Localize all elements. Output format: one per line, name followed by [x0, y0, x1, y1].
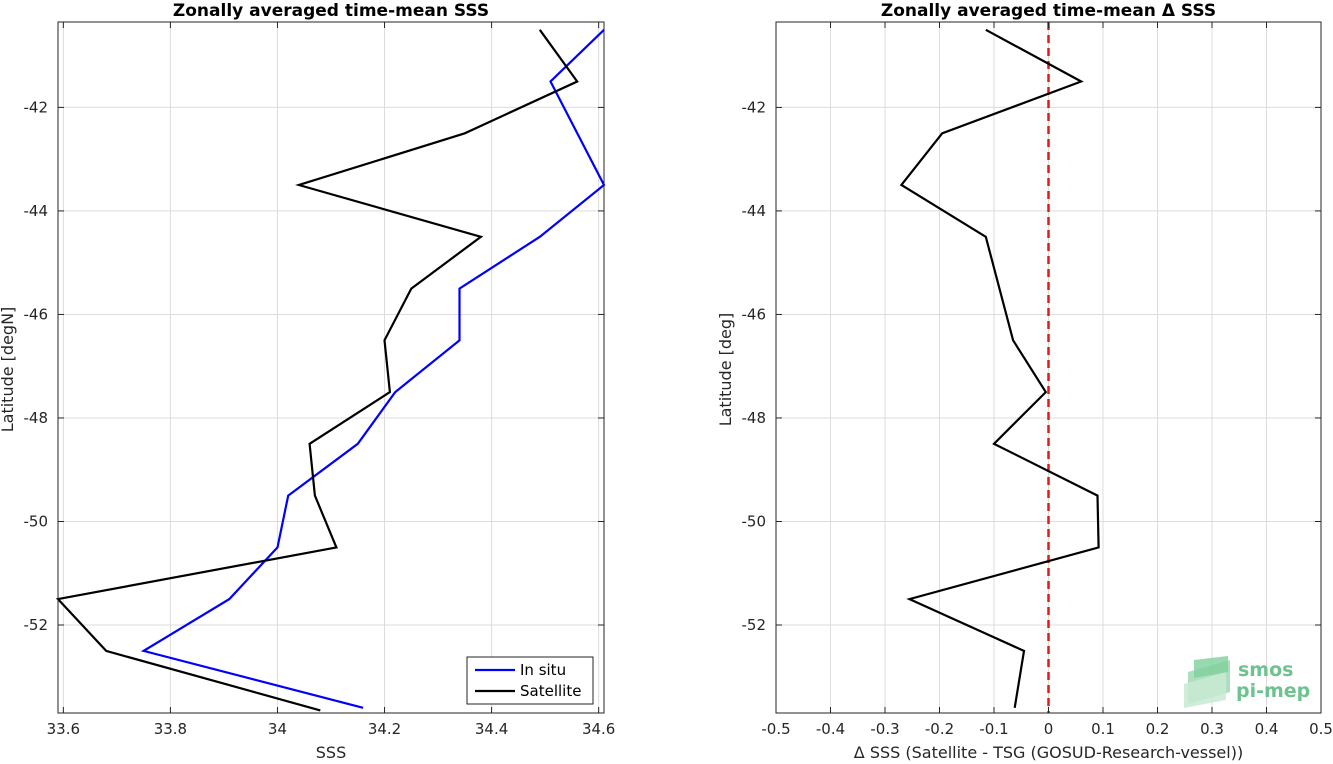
right-xtick-label: 0 — [1044, 720, 1054, 738]
right-series-line-delta-sss — [899, 28, 1100, 708]
left-xtick-label: 34.6 — [582, 720, 615, 738]
left-y-axis-label: Latitude [degN] — [0, 307, 17, 433]
right-ytick-label: -50 — [742, 512, 767, 530]
left-xtick-label: 33.6 — [47, 720, 80, 738]
left-xtick-label: 34 — [268, 720, 287, 738]
right-ytick-label: -48 — [742, 409, 767, 427]
right-x-axis-label: Δ SSS (Satellite - TSG (GOSUD-Research-v… — [854, 743, 1243, 762]
legend-entry-label: Satellite — [520, 682, 581, 700]
right-xtick-label: -0.3 — [870, 720, 899, 738]
left-ytick-label: -50 — [24, 512, 49, 530]
left-ytick-label: -44 — [24, 202, 49, 220]
left-x-axis-label: SSS — [316, 743, 346, 762]
left-axes-frame — [57, 21, 605, 714]
right-xtick-label: -0.2 — [925, 720, 954, 738]
right-xtick-label: 0.3 — [1200, 720, 1224, 738]
left-ytick-label: -42 — [24, 98, 49, 116]
left-plot-area — [58, 22, 604, 713]
right-y-axis-label: Latitude [deg] — [716, 313, 735, 427]
left-ytick-label: -52 — [24, 616, 49, 634]
left-xtick-label: 34.4 — [475, 720, 508, 738]
right-xtick-label: 0.4 — [1255, 720, 1279, 738]
left-ytick-label: -48 — [24, 409, 49, 427]
legend-entry-label: In situ — [520, 661, 566, 679]
right-xtick-label: 0.5 — [1309, 720, 1333, 738]
right-ytick-label: -52 — [742, 616, 767, 634]
left-panel: 33.6 33.8 34 34.2 34.4 34.6 -42 -44 -46 -48 -50 -52… — [0, 1, 615, 762]
legend-box — [466, 656, 594, 705]
left-xtick-label: 33.8 — [154, 720, 187, 738]
left-series-line-satellite — [55, 29, 579, 712]
right-ytick-label: -44 — [742, 202, 767, 220]
right-xtick-label: -0.5 — [761, 720, 790, 738]
logo-text-pi-mep: pi-mep — [1236, 680, 1310, 702]
logo-wave-shape — [1184, 672, 1226, 708]
right-panel: -0.5 -0.4 -0.3 -0.2 -0.1 0 0.1 0.2 0.3 0.4 0.5 -42 -… — [716, 1, 1333, 762]
right-xtick-label: -0.4 — [816, 720, 845, 738]
right-xtick-label: -0.1 — [979, 720, 1008, 738]
right-ytick-label: -46 — [742, 305, 767, 323]
left-xtick-label: 34.2 — [368, 720, 401, 738]
left-ytick-label: -46 — [24, 305, 49, 323]
logo-text-smos: smos — [1238, 659, 1293, 681]
right-xtick-label: 0.2 — [1146, 720, 1170, 738]
right-chart-title: Zonally averaged time-mean Δ SSS — [881, 1, 1216, 21]
logo-wave-shape — [1194, 656, 1228, 678]
right-xtick-label: 0.1 — [1091, 720, 1115, 738]
right-ytick-label: -42 — [742, 98, 767, 116]
left-chart-title: Zonally averaged time-mean SSS — [173, 1, 489, 21]
